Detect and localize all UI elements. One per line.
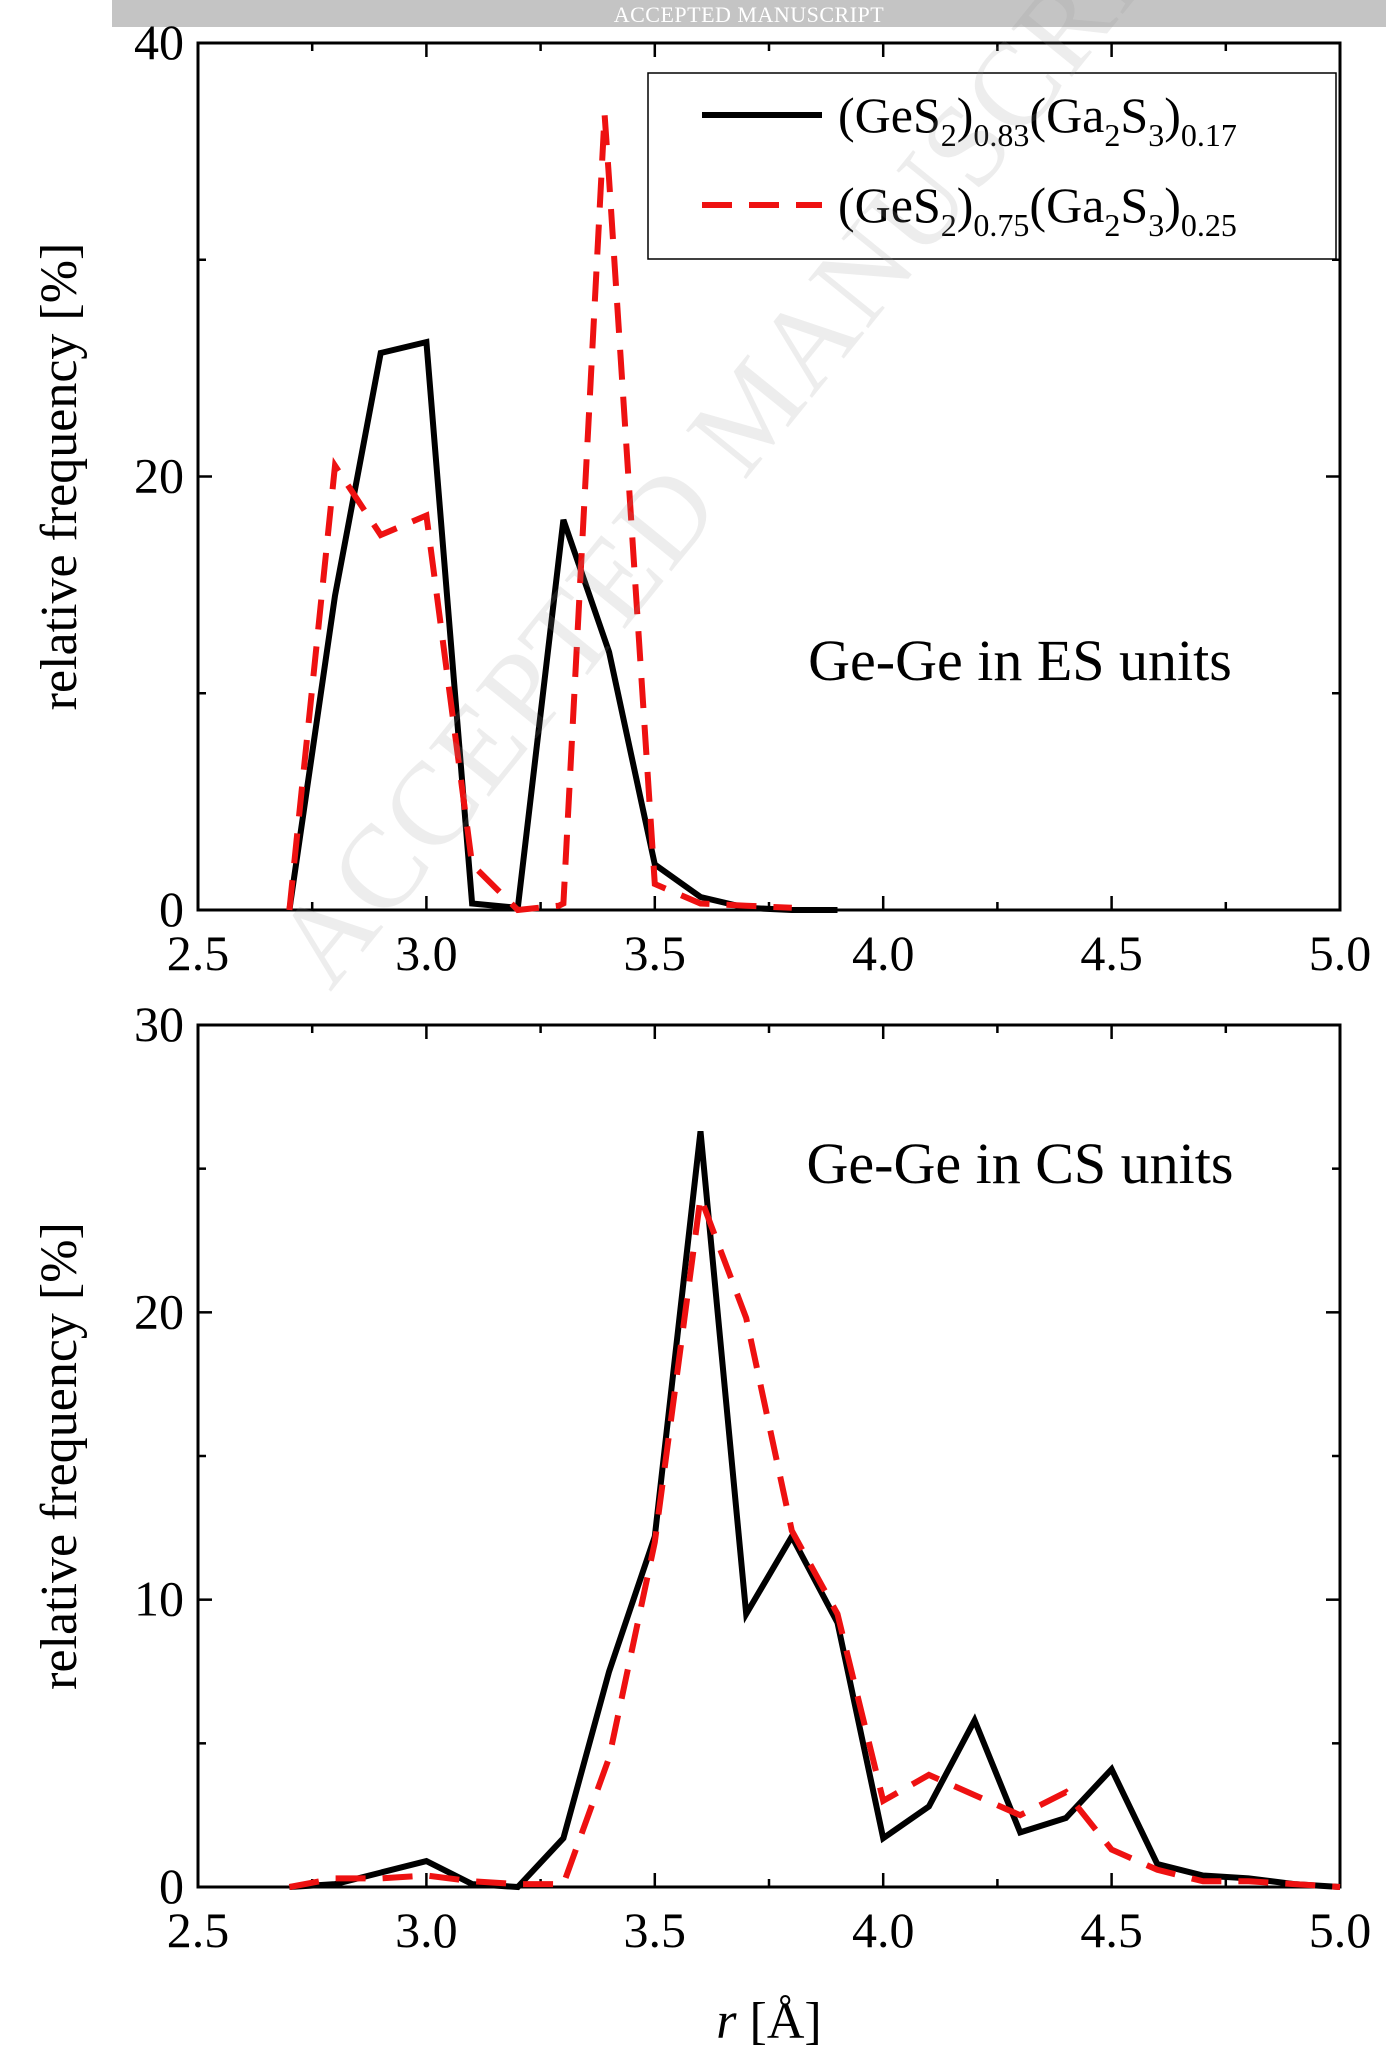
- x-tick-label: 4.0: [852, 1902, 915, 1958]
- series-line-1: [286, 338, 838, 913]
- y-axis-label: relative frequency [%]: [31, 243, 88, 711]
- legend-label-2: (GeS2)0.75(Ga2S3)0.25: [838, 177, 1237, 243]
- x-tick-label: 5.0: [1309, 1902, 1372, 1958]
- y-tick-label: 0: [159, 881, 184, 937]
- accepted-manuscript-banner: ACCEPTED MANUSCRIPT: [112, 0, 1386, 27]
- x-tick-label: 4.5: [1080, 1902, 1143, 1958]
- x-tick-label: 3.5: [624, 925, 687, 981]
- x-tick-label: 3.5: [624, 1902, 687, 1958]
- series-line-1: [289, 1130, 1341, 1891]
- x-tick-label: 5.0: [1309, 925, 1372, 981]
- x-tick-label: 3.0: [395, 1902, 458, 1958]
- x-tick-label: 3.0: [395, 925, 458, 981]
- x-axis-label: r [Å]: [716, 1993, 821, 2050]
- chart-panel-1: 2.5 3.0 3.5 4.0 4.5 5.0 0 20 40 relative frequenc…: [31, 14, 1371, 981]
- x-tick-label: 2.5: [167, 925, 230, 981]
- y-tick-label: 20: [134, 448, 184, 504]
- x-tick-label: 2.5: [167, 1902, 230, 1958]
- panel-annotation: Ge-Ge in ES units: [808, 628, 1232, 693]
- y-axis-label: relative frequency [%]: [31, 1222, 88, 1690]
- legend-label-1: (GeS2)0.83(Ga2S3)0.17: [838, 87, 1237, 153]
- panel-annotation: Ge-Ge in CS units: [807, 1131, 1234, 1196]
- y-tick-label: 30: [134, 996, 184, 1052]
- y-tick-label: 20: [134, 1283, 184, 1339]
- series-line-2: [286, 114, 792, 914]
- legend-box: [647, 72, 1337, 260]
- x-tick-label: 4.0: [852, 925, 915, 981]
- y-tick-label: 0: [159, 1858, 184, 1914]
- legend: (GeS2)0.83(Ga2S3)0.17 (GeS2)0.75(Ga2S3)0.…: [647, 72, 1337, 260]
- x-tick-label: 4.5: [1080, 925, 1143, 981]
- y-tick-label: 40: [134, 14, 184, 70]
- series-line-2: [288, 1196, 1341, 1890]
- y-tick-label: 10: [134, 1571, 184, 1627]
- chart-panel-2: 2.5 3.0 3.5 4.0 4.5 5.0 0 10 20 30 relative freque…: [31, 996, 1371, 2050]
